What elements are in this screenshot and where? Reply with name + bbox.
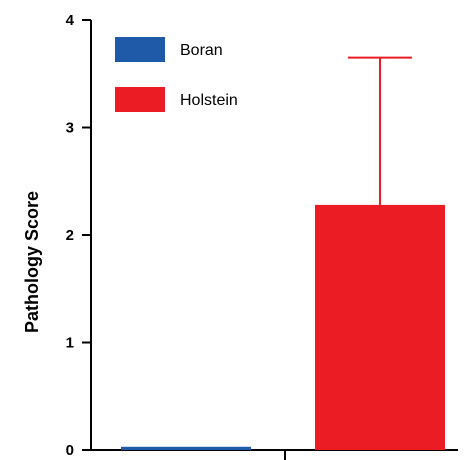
y-tick-label-4: 4 bbox=[66, 12, 75, 29]
legend-swatch-boran bbox=[115, 37, 165, 62]
y-tick-label-2: 2 bbox=[66, 227, 74, 244]
legend-label-holstein: Holstein bbox=[180, 92, 238, 109]
legend-swatch-holstein bbox=[115, 87, 165, 112]
y-tick-label-3: 3 bbox=[66, 120, 74, 137]
bars bbox=[121, 204, 445, 450]
bar-holstein bbox=[315, 204, 445, 450]
y-axis-label: Pathology Score bbox=[22, 191, 42, 333]
legend-label-boran: Boran bbox=[180, 42, 223, 59]
bar-boran bbox=[121, 446, 251, 450]
y-ticks: 0 1 2 3 4 bbox=[66, 12, 91, 459]
legend: Boran Holstein bbox=[115, 37, 238, 112]
error-bars bbox=[348, 56, 412, 205]
y-tick-label-1: 1 bbox=[66, 335, 74, 352]
y-tick-label-0: 0 bbox=[66, 442, 74, 459]
